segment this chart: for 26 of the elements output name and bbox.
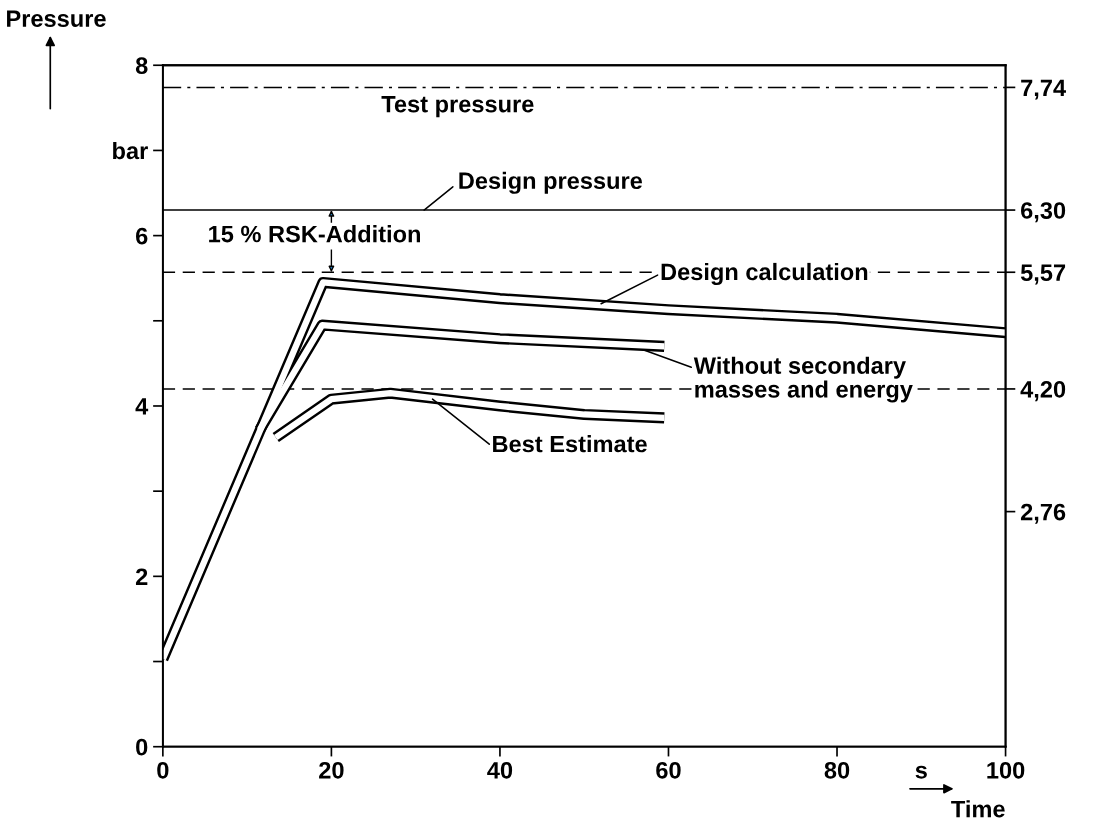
- y-tick-label: 6: [136, 227, 148, 245]
- ref-line-label: Test pressure: [381, 96, 534, 118]
- x-tick-label: 80: [824, 761, 850, 779]
- x-tick-label: s: [915, 765, 927, 779]
- y2-tick-label: 7,74: [1021, 79, 1066, 100]
- y2-tick-label: 2,76: [1020, 503, 1066, 524]
- y-tick-label: 4: [135, 398, 149, 415]
- x-tick-label: 100: [987, 761, 1025, 779]
- x-tick-label: 40: [487, 761, 513, 779]
- x-tick-label: 0: [157, 761, 169, 779]
- x-tick-label: 20: [319, 761, 344, 779]
- y-axis-title: Pressure: [7, 10, 106, 27]
- y-tick-label: bar: [113, 141, 148, 160]
- y-tick-label: 0: [136, 738, 148, 756]
- y-tick-label: 2: [135, 568, 148, 585]
- annotation: Design calculation: [661, 262, 868, 285]
- y2-tick-label: 5,57: [1020, 264, 1066, 285]
- x-tick-label: 60: [656, 761, 681, 779]
- legend-label: Design pressure: [459, 171, 643, 194]
- y2-tick-label: 6,30: [1021, 202, 1066, 223]
- y-tick-label: 8: [135, 57, 148, 75]
- annotation: 15 % RSK-Addition: [209, 225, 420, 243]
- annotation: Best Estimate: [493, 435, 647, 453]
- x-axis-title: Time: [951, 800, 1005, 818]
- annotation: Without secondary masses and energy: [693, 356, 913, 403]
- y2-tick-label: 4,20: [1020, 381, 1066, 402]
